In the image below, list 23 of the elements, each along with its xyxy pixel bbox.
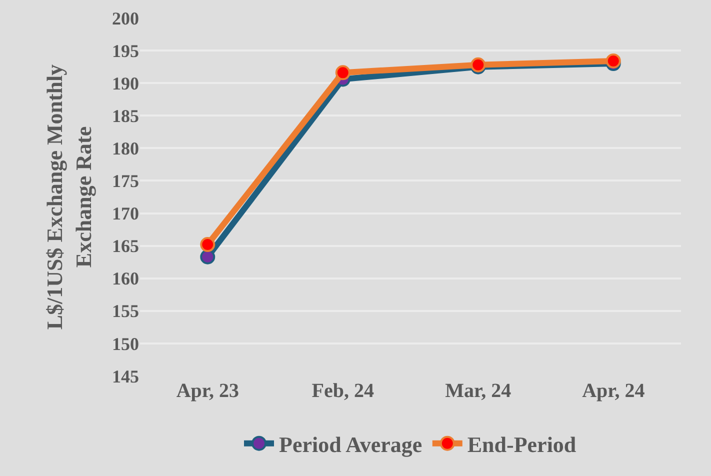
- x-tick-label: Apr, 24: [582, 380, 645, 402]
- point: [335, 65, 350, 80]
- legend-label: Period Average: [279, 432, 422, 457]
- y-tick-label: 200: [112, 8, 139, 28]
- point: [200, 249, 216, 264]
- y-tick-label: 190: [112, 73, 139, 94]
- x-tick-label: Apr, 23: [176, 380, 239, 402]
- y-tick-label: 170: [112, 204, 139, 224]
- y-tick-label: 160: [112, 268, 139, 289]
- legend-label: End-Period: [467, 432, 576, 457]
- y-tick-label: 180: [112, 138, 139, 158]
- y-axis-title: L$/1US$ Exchange Monthly Exchange Rate: [42, 64, 96, 330]
- point: [200, 237, 216, 252]
- y-tick-label: 185: [112, 106, 139, 126]
- y-tick-label: 195: [112, 40, 139, 61]
- y-tick-label: 175: [112, 171, 139, 192]
- y-tick-label: 165: [112, 236, 139, 256]
- x-tick-label: Feb, 24: [312, 380, 374, 402]
- point: [606, 53, 621, 68]
- x-tick-label: Mar, 24: [445, 380, 512, 402]
- y-tick-label: 155: [112, 301, 139, 322]
- y-tick-label: 145: [112, 366, 139, 386]
- y-tick-label: 150: [112, 334, 139, 354]
